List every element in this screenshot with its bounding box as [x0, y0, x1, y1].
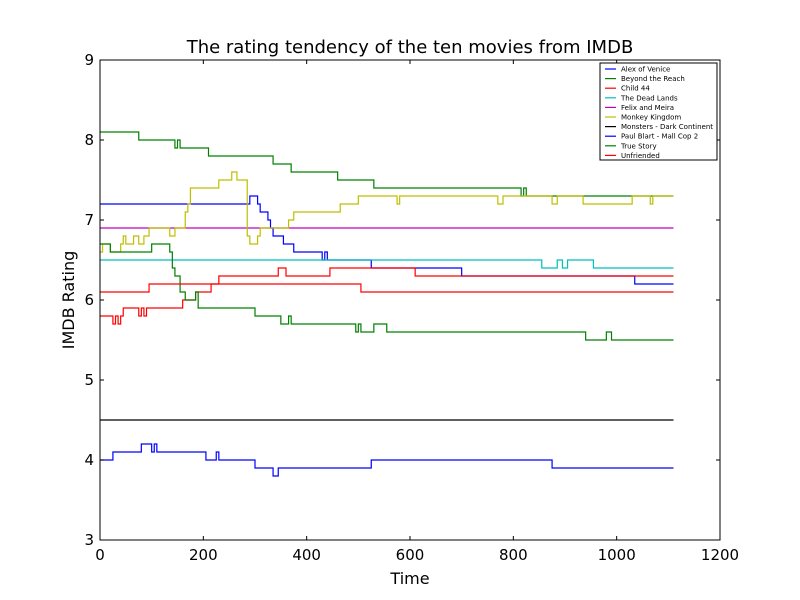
legend-label: True Story	[620, 142, 657, 150]
y-tick-label: 8	[84, 131, 94, 149]
legend-label: Monkey Kingdom	[621, 114, 681, 122]
plot-lines	[100, 131, 674, 477]
legend-label: The Dead Lands	[620, 94, 678, 102]
x-tick-label: 0	[95, 546, 105, 564]
x-tick-label: 1200	[701, 546, 739, 564]
series-line-8	[100, 243, 674, 341]
legend-label: Unfriended	[621, 152, 660, 160]
series-line-2	[100, 267, 674, 325]
y-tick-label: 9	[84, 51, 94, 69]
y-tick-label: 6	[84, 291, 94, 309]
x-tick-label: 200	[189, 546, 218, 564]
y-tick-label: 3	[84, 531, 94, 549]
y-axis-label: IMDB Rating	[59, 251, 78, 350]
x-tick-label: 1000	[598, 546, 636, 564]
legend-label: Paul Blart - Mall Cop 2	[621, 133, 698, 141]
legend-label: Alex of Venice	[621, 66, 670, 74]
series-line-7	[100, 443, 674, 477]
legend-label: Felix and Meira	[621, 104, 674, 112]
series-line-5	[100, 171, 674, 253]
x-tick-label: 400	[292, 546, 321, 564]
x-axis: 0 200 400 600 800 1000 1200	[95, 60, 739, 564]
chart-title: The rating tendency of the ten movies fr…	[186, 37, 634, 58]
series-line-3	[100, 259, 674, 269]
legend-box	[599, 62, 718, 161]
legend-label: Beyond the Reach	[621, 75, 685, 83]
y-tick-label: 5	[84, 371, 94, 389]
series-line-9	[100, 283, 674, 293]
legend-label: Child 44	[621, 85, 650, 93]
legend-label: Monsters - Dark Continent	[621, 123, 713, 131]
x-tick-label: 600	[396, 546, 425, 564]
x-axis-label: Time	[389, 569, 429, 588]
x-tick-label: 800	[499, 546, 528, 564]
y-tick-label: 4	[84, 451, 94, 469]
y-tick-label: 7	[84, 211, 94, 229]
y-axis: 3 4 5 6 7 8 9	[84, 51, 720, 549]
